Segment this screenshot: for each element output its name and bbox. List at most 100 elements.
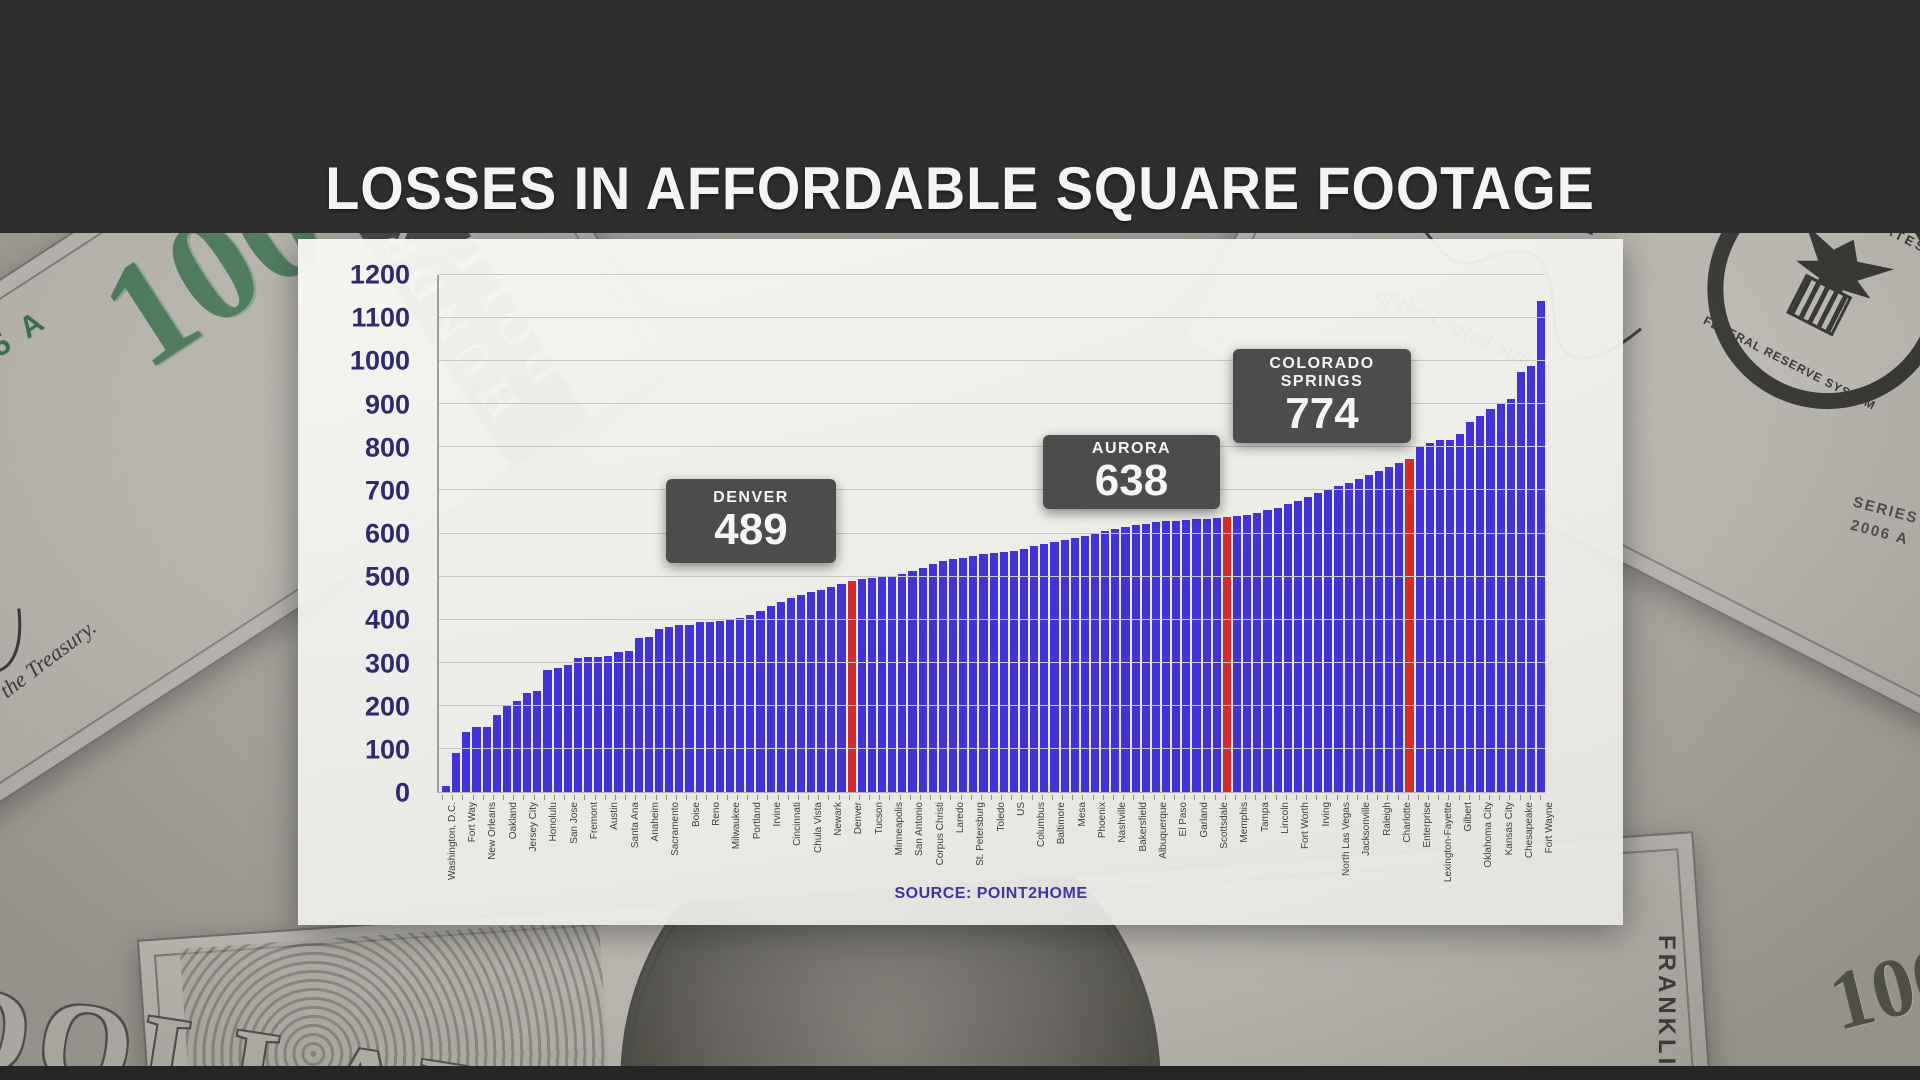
x-axis-label: Corpus Christi: [934, 802, 946, 866]
x-axis-label: US: [1015, 802, 1027, 816]
x-tick: [940, 795, 942, 800]
x-tick: [930, 795, 931, 800]
bar: [614, 651, 623, 792]
x-tick: [1336, 795, 1338, 800]
x-axis-label: Mesa: [1076, 802, 1088, 827]
x-tick: [655, 795, 657, 800]
x-tick: [1529, 795, 1531, 800]
x-tick: [726, 795, 728, 800]
x-axis-label: Oakland: [507, 802, 519, 840]
bar: [583, 657, 593, 792]
x-tick: [1326, 795, 1328, 800]
bar-highlight-denver: [847, 581, 856, 792]
bar: [837, 583, 846, 792]
y-axis-label: 1100: [351, 302, 410, 333]
x-tick: [1194, 795, 1196, 800]
bar: [938, 560, 948, 792]
bar: [563, 664, 572, 792]
bar: [1192, 519, 1201, 792]
bar: [1445, 439, 1455, 792]
x-tick: [574, 795, 576, 800]
x-tick: [1489, 795, 1491, 800]
x-axis-label: Baltimore: [1056, 802, 1068, 845]
x-tick: [797, 795, 799, 800]
bar: [1293, 500, 1302, 792]
x-tick: [879, 795, 881, 800]
x-axis-ticks: [437, 795, 1545, 801]
x-tick: [1478, 795, 1480, 800]
x-tick: [889, 795, 891, 800]
x-tick: [706, 795, 708, 800]
x-tick: [1082, 795, 1084, 800]
x-tick: [818, 795, 820, 800]
bar: [807, 591, 816, 792]
gridline: [439, 618, 1545, 620]
bill-serial-number: 6518865 A: [0, 303, 54, 435]
bar: [1334, 486, 1343, 792]
x-axis-label: Newark: [832, 802, 844, 836]
gridline: [439, 532, 1545, 534]
x-axis-label: San Antonio: [914, 802, 926, 856]
x-tick: [462, 795, 464, 800]
bar: [1232, 516, 1242, 792]
bar: [1395, 462, 1404, 792]
x-tick: [1234, 795, 1236, 800]
y-axis-label: 0: [394, 777, 410, 808]
x-tick: [1275, 795, 1277, 800]
x-axis-label: Honolulu: [548, 802, 560, 842]
callout-value: 774: [1285, 389, 1359, 439]
callout-denver: DENVER 489: [666, 479, 836, 563]
y-axis-label: 400: [364, 604, 410, 635]
x-tick: [1285, 795, 1287, 800]
x-tick: [777, 795, 779, 800]
x-tick: [645, 795, 647, 800]
x-tick: [1224, 795, 1226, 800]
x-tick: [492, 795, 494, 800]
bar: [1141, 523, 1150, 792]
x-tick: [1021, 795, 1023, 800]
x-axis-label: Scottsdale: [1219, 802, 1231, 849]
bar: [1486, 409, 1495, 792]
bar: [1456, 434, 1465, 792]
x-tick: [1214, 795, 1216, 800]
bar: [878, 577, 887, 792]
x-tick: [442, 795, 444, 800]
bar: [999, 552, 1008, 792]
bar: [1009, 550, 1019, 792]
x-axis-label: Jacksonville: [1361, 802, 1373, 856]
callout-value: 638: [1094, 456, 1169, 506]
x-tick: [1417, 795, 1419, 800]
bar: [1425, 442, 1434, 792]
bar: [796, 594, 806, 792]
bar: [1324, 489, 1333, 792]
bar: [1253, 512, 1262, 792]
x-tick: [1367, 795, 1369, 800]
x-axis-label: Irving: [1320, 802, 1332, 827]
gridline: [439, 403, 1545, 405]
bar: [949, 559, 958, 792]
bar: [1080, 535, 1089, 792]
x-axis-label: Chesapeake: [1524, 802, 1536, 859]
x-axis-label: Sacramento: [670, 802, 682, 856]
bar: [472, 726, 481, 792]
bar-highlight-aurora: [1222, 517, 1231, 792]
x-axis-label: Irvine: [771, 802, 783, 827]
callout-city-name: AURORA: [1091, 439, 1172, 457]
x-axis-label: San Jose: [568, 802, 580, 844]
chart-panel: 0 100 200 300 400 500 600 700 800 900 1000 1100 1200…: [298, 239, 1623, 925]
bar: [1202, 518, 1211, 792]
y-axis-label: 1000: [349, 345, 410, 376]
x-tick: [1448, 795, 1450, 800]
x-tick: [869, 795, 871, 800]
bar: [1212, 518, 1221, 792]
x-tick: [919, 795, 921, 800]
bar: [1527, 366, 1536, 792]
seal-bottom-text: FEDERAL RESERVE SYSTEM: [1701, 313, 1879, 413]
gridline: [439, 446, 1545, 448]
x-axis-label: Enterprise: [1422, 802, 1434, 848]
bar: [1537, 300, 1546, 792]
bar: [644, 636, 653, 792]
x-tick: [838, 795, 840, 800]
bar: [746, 615, 755, 792]
bar: [442, 785, 451, 792]
